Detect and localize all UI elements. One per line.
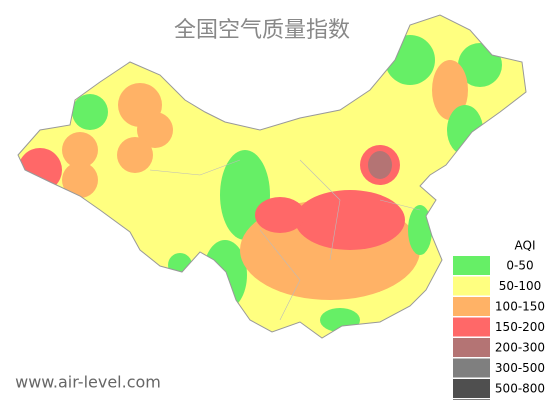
map-title: 全国空气质量指数: [174, 18, 350, 43]
legend: AQI 0-50 50-100 100-150 150-200 200-300 300-5…: [452, 237, 555, 400]
legend-label: 50-100: [499, 279, 542, 293]
legend-swatch: [453, 317, 490, 337]
legend-label: 100-150: [495, 300, 545, 314]
legend-swatch: [453, 338, 490, 357]
legend-swatch: [453, 256, 490, 275]
aqi-blobs: [18, 35, 502, 332]
legend-title: AQI: [515, 239, 536, 253]
legend-swatch: [453, 276, 490, 296]
legend-label: 150-200: [495, 320, 545, 334]
legend-label: 0-50: [506, 259, 533, 273]
province-borders: [149, 159, 421, 321]
legend-label: 200-300: [495, 341, 545, 355]
legend-label: 500-800: [495, 382, 545, 396]
legend-swatch: [453, 379, 490, 398]
legend-label: 300-500: [495, 361, 545, 375]
legend-swatch: [453, 358, 490, 378]
map: [17, 14, 527, 339]
legend-swatch: [453, 297, 490, 316]
watermark: www.air-level.com: [15, 373, 161, 392]
